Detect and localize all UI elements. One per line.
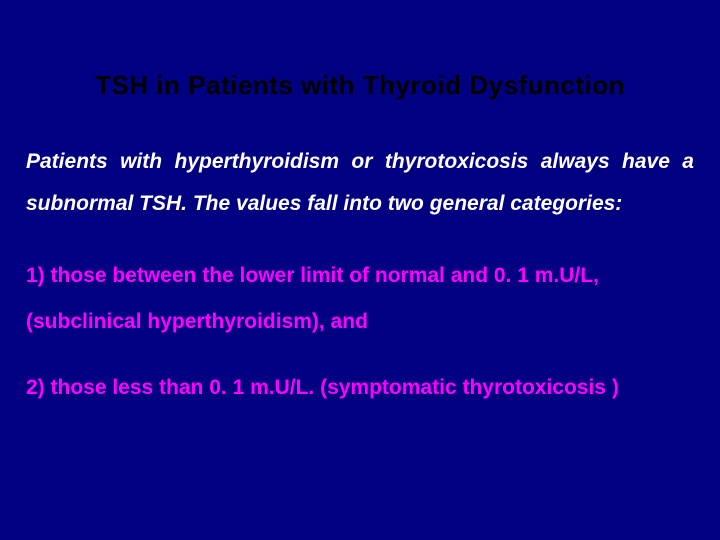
slide-title: TSH in Patients with Thyroid Dysfunction [20, 70, 700, 101]
slide-body-paragraph: Patients with hyperthyroidism or thyroto… [20, 141, 700, 225]
slide-container: TSH in Patients with Thyroid Dysfunction… [0, 0, 720, 540]
slide-point-1: 1) those between the lower limit of norm… [20, 253, 700, 345]
slide-point-2: 2) those less than 0. 1 m.U/L. (symptoma… [20, 365, 700, 411]
